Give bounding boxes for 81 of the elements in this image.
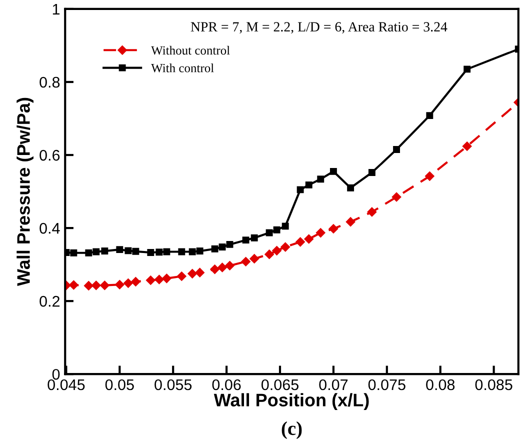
point [162, 274, 172, 284]
point [304, 234, 314, 244]
point [273, 226, 280, 234]
point [147, 249, 154, 256]
point [241, 257, 250, 266]
point [464, 66, 471, 73]
point [115, 280, 124, 290]
x-tick-label: 0.05 [105, 379, 134, 390]
point [101, 248, 108, 255]
point [328, 224, 338, 234]
point [163, 248, 170, 256]
point [425, 172, 434, 181]
point [116, 246, 124, 254]
point [211, 245, 218, 252]
point [280, 242, 290, 252]
point [70, 249, 78, 256]
x-tick-label: 0.045 [48, 379, 85, 390]
point [272, 246, 282, 256]
point [316, 228, 326, 238]
point [225, 261, 234, 270]
point [196, 248, 204, 255]
point [250, 254, 259, 264]
point [296, 237, 305, 247]
point [296, 186, 304, 194]
point [392, 192, 402, 202]
point [69, 280, 78, 290]
point [305, 181, 312, 188]
point [393, 146, 400, 154]
x-tick-label: 0.07 [319, 379, 348, 390]
point [264, 250, 274, 259]
y-tick-label: 0.6 [40, 150, 60, 161]
point [188, 248, 196, 256]
x-tick-label: 0.08 [426, 379, 455, 390]
point [347, 184, 354, 192]
point [330, 168, 337, 175]
point [92, 280, 101, 290]
x-tick-label: 0.065 [261, 379, 298, 390]
y-tick-label: 1 [52, 4, 60, 14]
point [266, 229, 273, 236]
y-tick-label: 0.4 [40, 222, 60, 234]
x-axis-title: Wall Position (x/L) [214, 393, 369, 410]
x-tick-label: 0.055 [154, 379, 192, 390]
point [154, 274, 164, 284]
point [146, 276, 156, 285]
y-axis-title: Wall Pressure (Pw/Pa) [16, 98, 34, 286]
point [177, 272, 186, 281]
point [462, 142, 472, 151]
point [100, 280, 110, 290]
point [195, 268, 204, 278]
point [124, 278, 133, 288]
x-tick-label: 0.075 [368, 379, 406, 390]
point [317, 176, 324, 183]
legend-label: Without control [151, 46, 230, 55]
point [210, 264, 220, 274]
point [92, 248, 100, 256]
point [132, 248, 140, 255]
point [188, 269, 197, 278]
point [218, 244, 226, 250]
point [250, 234, 258, 242]
point [426, 112, 434, 120]
point [124, 247, 132, 254]
text: (c) [282, 421, 302, 440]
point [368, 169, 376, 176]
point [226, 240, 234, 248]
point [85, 249, 92, 256]
point [156, 248, 163, 256]
annotation: NPR = 7, M = 2.2, L/D = 6, Area Ratio = 3.24 [190, 22, 448, 34]
point [282, 222, 289, 230]
y-tick-label: 0 [52, 368, 60, 380]
point [131, 277, 140, 286]
legend-label: With control [151, 64, 214, 72]
y-tick-label: 0.2 [40, 296, 60, 307]
point [367, 207, 377, 217]
point [346, 217, 356, 226]
point [242, 236, 250, 244]
y-tick-label: 0.8 [40, 76, 60, 88]
x-tick-label: 0.06 [212, 379, 241, 390]
point [218, 262, 227, 272]
x-tick-label: 0.085 [475, 379, 512, 390]
point [84, 281, 94, 290]
point [178, 248, 186, 256]
